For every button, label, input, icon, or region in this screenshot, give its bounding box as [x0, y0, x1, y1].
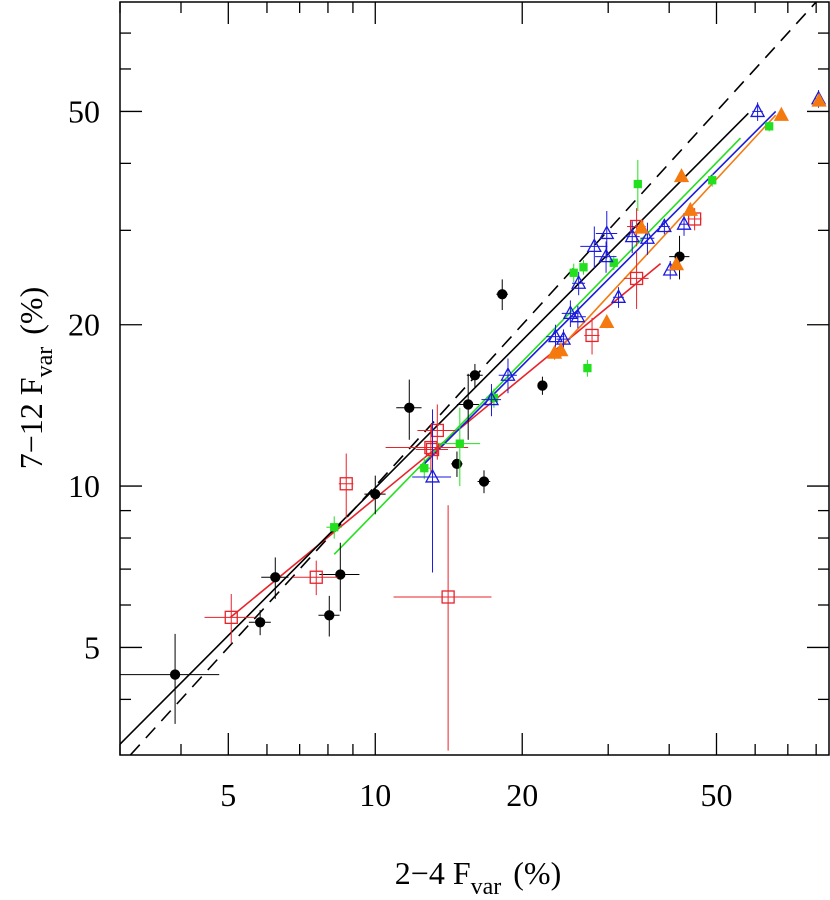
point	[469, 370, 481, 381]
point	[579, 263, 588, 272]
point	[224, 610, 238, 624]
y-tick-label: 20	[68, 307, 100, 343]
y-label-main: 7−12 F	[13, 377, 49, 469]
x-label-end: (%)	[513, 855, 561, 891]
x-tick-label: 10	[359, 777, 391, 813]
point	[483, 391, 500, 406]
point	[598, 248, 614, 263]
point	[424, 468, 441, 483]
point	[750, 103, 766, 118]
point	[553, 342, 569, 357]
point	[370, 488, 381, 500]
point	[676, 215, 692, 230]
x-tick-label: 50	[700, 777, 732, 813]
point	[569, 268, 578, 277]
point	[463, 399, 474, 410]
point	[765, 122, 774, 131]
point	[629, 271, 644, 286]
y-label-end: (%)	[13, 287, 49, 335]
fit-line	[333, 137, 742, 555]
point	[555, 330, 572, 345]
y-label-sub: var	[32, 347, 58, 378]
point	[585, 328, 599, 343]
point	[330, 523, 339, 532]
x-axis-label: 2−4 Fvar (%)	[395, 855, 561, 900]
point	[773, 106, 789, 121]
y-tick-label: 50	[68, 93, 100, 129]
plot-frame	[119, 1, 830, 756]
point	[270, 572, 281, 583]
point	[610, 288, 627, 303]
point	[586, 238, 602, 253]
fit-line	[423, 110, 777, 465]
point	[451, 458, 463, 470]
point	[599, 225, 615, 240]
point	[455, 439, 464, 448]
point	[583, 363, 592, 373]
point	[537, 380, 548, 391]
point	[335, 569, 346, 580]
point	[324, 610, 335, 621]
x-tick-label: 5	[220, 777, 236, 813]
point	[478, 476, 490, 487]
point	[633, 219, 650, 234]
point	[169, 669, 181, 680]
point	[441, 590, 455, 604]
point	[570, 308, 586, 323]
x-label-sub: var	[471, 874, 502, 900]
point	[562, 304, 578, 320]
point	[500, 366, 516, 381]
point	[639, 229, 656, 244]
point	[404, 402, 415, 413]
point	[673, 168, 690, 183]
point	[668, 256, 685, 271]
y-tick-label: 5	[84, 629, 100, 665]
point	[497, 289, 508, 300]
point	[708, 176, 717, 185]
point	[624, 228, 640, 243]
point	[656, 218, 672, 233]
point	[609, 258, 618, 267]
point	[633, 179, 642, 189]
point	[420, 464, 429, 473]
point	[339, 477, 353, 491]
fit-line	[554, 114, 777, 354]
fit-line	[120, 112, 749, 745]
x-label-main: 2−4 F	[395, 855, 471, 891]
point	[571, 274, 587, 289]
x-tick-label: 20	[506, 777, 538, 813]
point	[811, 92, 827, 107]
point	[254, 617, 266, 628]
point	[309, 570, 323, 584]
y-axis-label: 7−12 Fvar (%)	[13, 287, 58, 469]
plot-area	[120, 2, 827, 755]
point	[430, 423, 444, 438]
y-tick-label: 10	[68, 468, 100, 504]
point	[599, 314, 615, 329]
point	[547, 328, 564, 343]
point	[682, 201, 698, 216]
